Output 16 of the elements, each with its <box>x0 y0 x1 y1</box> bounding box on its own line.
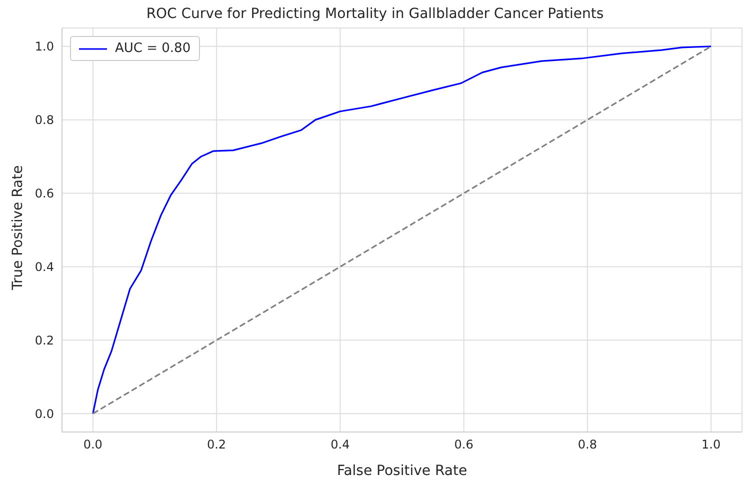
x-tick-label: 0.6 <box>454 438 474 452</box>
y-tick-label: 0.8 <box>34 113 54 128</box>
x-tick-label: 0.2 <box>207 438 226 452</box>
x-tick-label: 0.0 <box>83 438 102 452</box>
y-tick-label: 0.4 <box>34 260 54 274</box>
x-axis-title: False Positive Rate <box>336 463 468 479</box>
x-tick-label: 0.8 <box>578 438 597 452</box>
x-tick-label: 0.4 <box>330 438 350 452</box>
y-tick-label: 0.6 <box>34 186 54 201</box>
x-tick-label: 1.0 <box>702 438 721 452</box>
y-tick-label: 0.0 <box>34 406 54 421</box>
chart-title: ROC Curve for Predicting Mortality in Gallbladder Cancer Patients <box>145 6 605 22</box>
y-axis-title: True Positive Rate <box>10 165 26 291</box>
y-tick-label: 1.0 <box>34 40 54 54</box>
legend-label: AUC = 0.80 <box>115 41 191 56</box>
y-tick-label: 0.2 <box>34 333 54 348</box>
